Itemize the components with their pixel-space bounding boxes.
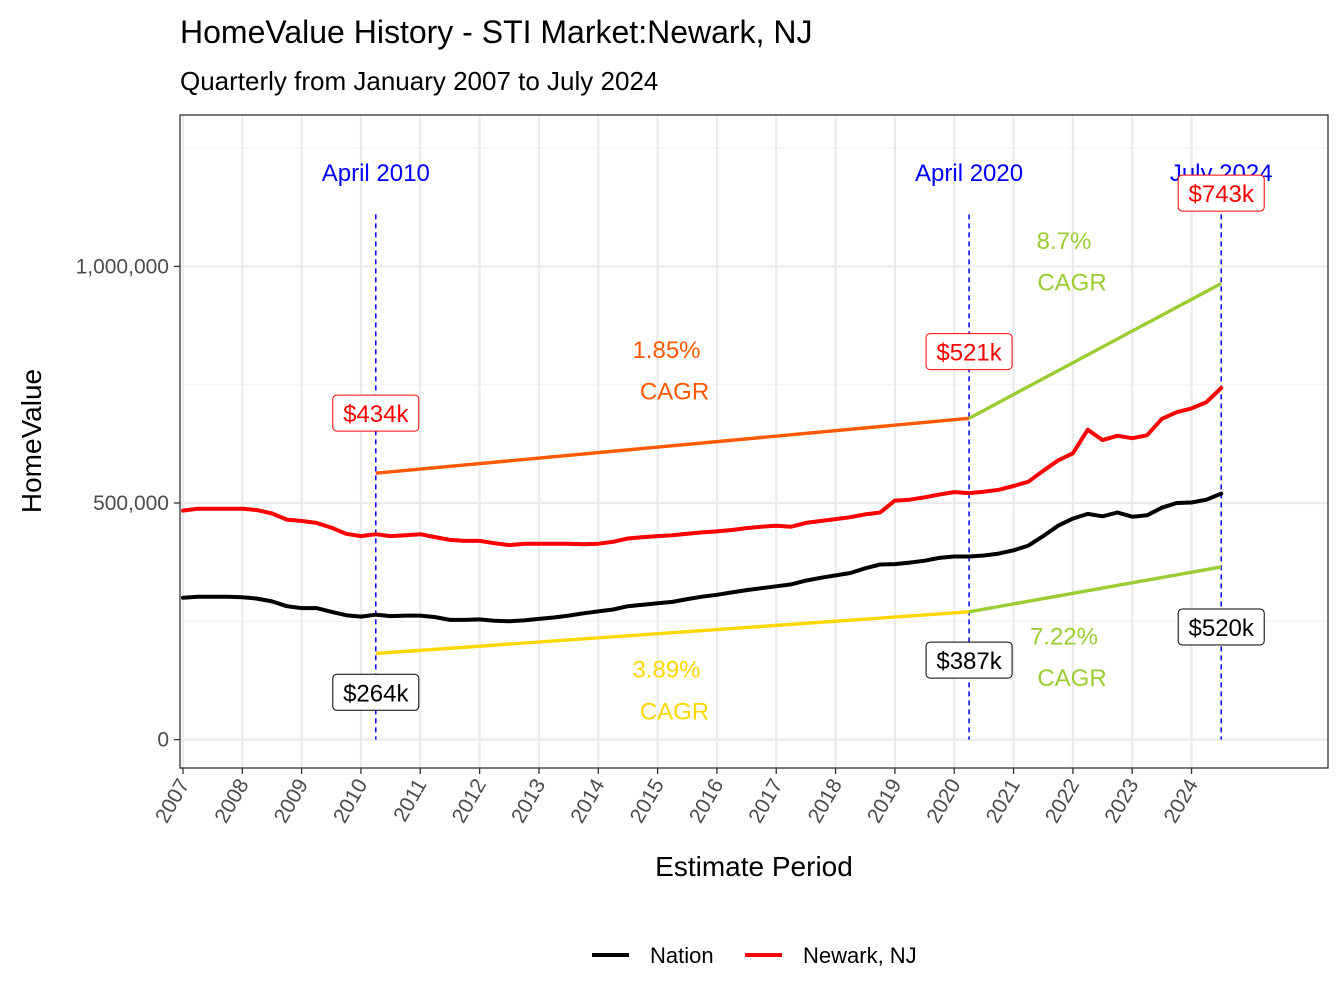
x-tick-label: 2010 [329, 775, 372, 827]
value-label: $521k [936, 340, 1002, 367]
value-label-box [1177, 174, 1265, 212]
value-label-box [925, 641, 1013, 679]
x-tick-label: 2008 [210, 775, 253, 827]
series-line-newark-nj [181, 386, 1224, 548]
value-label-box [1177, 608, 1265, 646]
cagr-rate-label: 8.7% [1037, 228, 1092, 255]
x-tick-label: 2009 [270, 775, 313, 827]
reference-vline-label: April 2020 [915, 160, 1023, 187]
x-axis-title: Estimate Period [655, 851, 853, 882]
x-tick-label: 2012 [448, 775, 491, 827]
x-tick-label: 2007 [151, 775, 194, 827]
plot-border [179, 114, 1329, 769]
legend-label: Nation [650, 943, 714, 968]
value-label: $743k [1189, 181, 1255, 208]
cagr-word-label: CAGR [1037, 665, 1106, 692]
grid-layer [180, 115, 1328, 768]
y-axis-title: HomeValue [16, 369, 47, 513]
x-tick-label: 2023 [1100, 775, 1143, 827]
value-label: $264k [343, 680, 409, 707]
x-tick-label: 2018 [804, 775, 847, 827]
annotation-labels: 1.85% CAGR 8.7% CAGR 3.89% CAGR 7.22% CAGR $434k… [332, 174, 1265, 725]
reference-vline-label: April 2010 [322, 160, 430, 187]
x-tick-label: 2011 [389, 775, 432, 826]
cagr-word-label: CAGR [1037, 270, 1106, 297]
cagr-line [375, 416, 970, 475]
cagr-line [375, 610, 970, 656]
value-label: $434k [343, 401, 409, 428]
cagr-word-label: CAGR [640, 378, 709, 405]
x-tick-label: 2022 [1041, 775, 1084, 827]
chart-title: HomeValue History - STI Market:Newark, N… [180, 14, 812, 50]
plot-panel: April 2010 April 2020 July 2024 1.85%CAGR8… [179, 114, 1329, 769]
value-label: $387k [936, 648, 1002, 675]
x-tick-label: 2019 [863, 775, 906, 827]
x-tick-label: 2021 [982, 775, 1025, 827]
x-tick-label: 2017 [744, 775, 787, 827]
cagr-word-label: CAGR [640, 698, 709, 725]
x-tick-label: 2014 [566, 775, 609, 827]
value-label-box [332, 673, 420, 711]
x-tick-label: 2024 [1160, 775, 1203, 827]
y-tick-label: 0 [157, 729, 169, 752]
cagr-line [968, 565, 1222, 614]
series-line-nation [181, 491, 1224, 624]
y-tick-label: 1,000,000 [76, 255, 169, 278]
legend-label: Newark, NJ [803, 943, 917, 968]
legend: Nation Newark, NJ [592, 943, 917, 968]
value-label-box [332, 394, 420, 432]
cagr-rate-label: 3.89% [632, 657, 700, 684]
y-tick-label: 500,000 [93, 492, 169, 515]
value-label-box [925, 333, 1013, 371]
value-label: $520k [1189, 615, 1255, 642]
reference-lines: April 2010 April 2020 July 2024 [322, 160, 1273, 740]
cagr-line [968, 281, 1223, 420]
series-lines [181, 386, 1224, 624]
x-tick-label: 2015 [626, 775, 669, 827]
cagr-lines [375, 281, 1223, 656]
chart-subtitle: Quarterly from January 2007 to July 2024 [180, 66, 658, 96]
cagr-rate-label: 7.22% [1030, 624, 1098, 651]
cagr-rate-label: 1.85% [632, 337, 700, 364]
x-tick-label: 2020 [922, 775, 965, 827]
plot-background [180, 115, 1328, 768]
x-tick-label: 2013 [507, 775, 550, 827]
x-tick-label: 2016 [685, 775, 728, 827]
